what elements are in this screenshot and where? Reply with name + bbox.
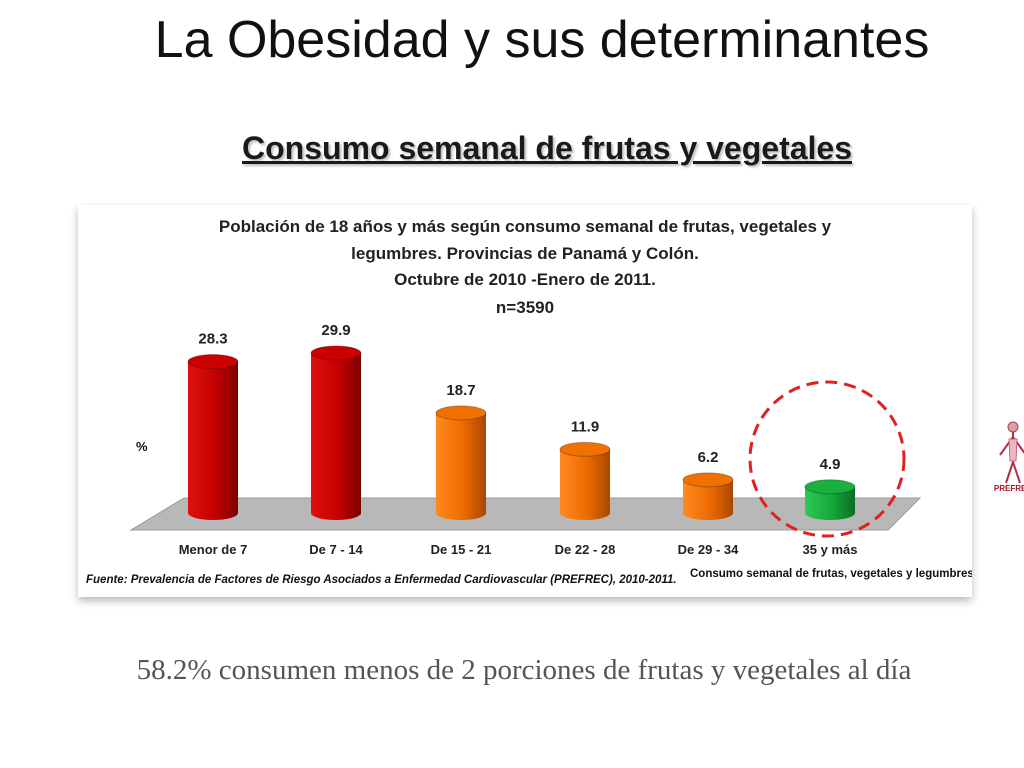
bar-value-label: 29.9 (321, 322, 350, 339)
slide-title: La Obesidad y sus determinantes (154, 11, 930, 69)
bar-value-label: 6.2 (698, 449, 719, 466)
bar (682, 472, 734, 520)
bar-chart: Población de 18 años y más según consumo… (86, 217, 972, 586)
bar (435, 405, 487, 520)
bar-value-label: 4.9 (820, 456, 841, 473)
y-axis-label: % (136, 439, 148, 454)
bar-value-label: 28.3 (198, 331, 227, 348)
bar (804, 479, 856, 520)
highlight-circle (748, 380, 906, 538)
category-label: De 15 - 21 (431, 542, 492, 557)
prefrec-logo: PREFREC (994, 421, 1024, 493)
category-label: De 22 - 28 (555, 542, 616, 557)
x-axis-label: Consumo semanal de frutas, vegetales y l… (690, 568, 972, 580)
logo-text: PREFREC (994, 484, 1024, 493)
chart-title-line: n=3590 (496, 298, 554, 317)
bar-value-label: 11.9 (571, 418, 599, 435)
bar (559, 441, 611, 520)
conclusion-text: 58.2% consumen menos de 2 porciones de f… (136, 654, 912, 686)
bar (187, 354, 239, 520)
category-label: 35 y más (803, 542, 858, 557)
chart-title-line: Octubre de 2010 -Enero de 2011. (394, 270, 656, 289)
category-label: De 7 - 14 (309, 542, 363, 557)
chart-panel: Población de 18 años y más según consumo… (78, 205, 1024, 597)
category-label: De 29 - 34 (678, 542, 739, 557)
chart-title-line: legumbres. Provincias de Panamá y Colón. (351, 244, 699, 263)
chart-floor (129, 497, 922, 531)
chart-title-line: Población de 18 años y más según consumo… (219, 217, 832, 236)
chart-source: Fuente: Prevalencia de Factores de Riesg… (86, 574, 677, 586)
bar-value-label: 18.7 (446, 382, 475, 399)
bar (310, 345, 362, 520)
category-label: Menor de 7 (179, 542, 248, 557)
slide-subtitle: Consumo semanal de frutas y vegetales (242, 130, 852, 166)
